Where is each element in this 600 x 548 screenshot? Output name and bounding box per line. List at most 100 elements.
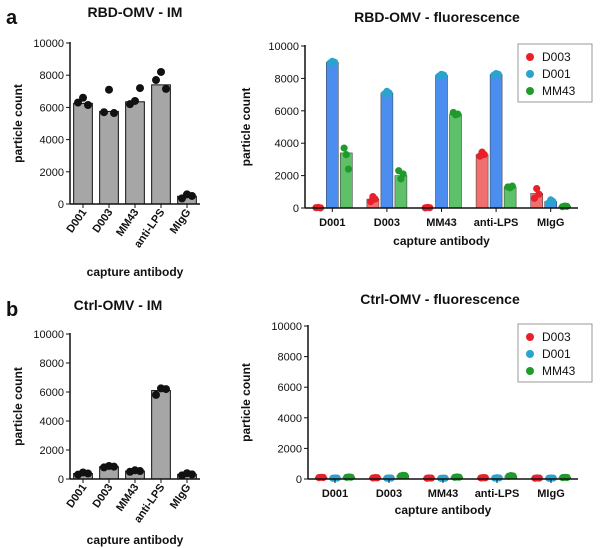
x-tick-label: D001 [65,207,90,235]
y-tick-label: 10000 [268,41,299,53]
point-mm43 [509,472,517,480]
y-tick-label: 6000 [275,106,299,118]
data-point [84,100,92,109]
y-tick-label: 0 [296,474,302,486]
chart-rbd-fluorescence: RBD-OMV - fluorescence 0 2000 4000 6000 8000 1… [239,9,593,248]
x-tick-label: D003 [374,217,400,229]
x-tick-label: MIgG [168,207,194,236]
point-mm43 [401,472,409,480]
point-mm43 [454,110,462,118]
y-tick-label: 4000 [40,135,64,147]
y-axis-label: particle count [11,84,25,163]
point-d003 [319,473,327,482]
y-tick-label: 8000 [278,352,302,364]
x-tick-label: MM43 [428,488,459,500]
legend-label-d003: D003 [542,50,571,64]
panel-letter-b: b [6,299,18,321]
y-tick-label: 4000 [278,413,302,425]
data-point [136,467,144,476]
y-tick-label: 4000 [275,138,299,150]
x-tick-label: MIgG [537,217,565,229]
point-d003 [371,195,379,203]
data-point [157,67,165,76]
point-mm43 [344,165,353,173]
y-tick-label: 6000 [40,102,64,114]
x-tick-label: anti-LPS [474,217,519,229]
data-point [162,84,170,93]
x-tick-label: D003 [91,482,116,510]
bar-d003 [99,110,119,205]
point-d001 [440,71,448,79]
chart-title: Ctrl-OMV - IM [74,297,163,313]
y-tick-label: 2000 [275,171,299,183]
panel-letter-a: a [6,7,18,29]
legend-marker-d001 [526,70,534,78]
data-point [162,385,170,394]
x-tick-label: D003 [91,207,116,235]
legend-marker-mm43 [526,367,534,375]
data-point [105,85,113,94]
chart-title: RBD-OMV - fluorescence [354,9,520,25]
data-point [110,462,118,471]
point-d003 [480,150,488,159]
y-tick-label: 2000 [278,443,302,455]
y-tick-label: 10000 [33,329,64,341]
y-axis-label: particle count [239,363,253,442]
legend-label-mm43: MM43 [542,84,576,98]
x-tick-label: D001 [322,488,348,500]
bar-anti-lps [151,84,171,205]
point-d003 [533,184,541,193]
point-mm43 [399,170,407,178]
y-tick-label: 4000 [40,416,64,428]
legend-marker-d003 [526,333,534,341]
legend-marker-d001 [526,350,534,358]
y-tick-label: 2000 [40,445,64,457]
chart-ctrl-im: Ctrl-OMV - IM 0 2000 4000 6000 8000 10000 parti… [11,297,200,547]
data-point [152,76,160,85]
x-axis-label: capture antibody [393,234,490,248]
point-d001 [549,197,557,206]
bar-d001 [73,102,93,205]
point-mm43 [563,202,571,210]
y-tick-label: 0 [58,474,64,486]
y-tick-label: 8000 [40,358,64,370]
point-d003 [427,474,435,482]
y-tick-label: 8000 [275,73,299,85]
point-mm43 [342,150,350,159]
x-tick-label: MM43 [426,217,457,229]
bar-anti-lps [151,390,171,480]
point-mm43 [508,182,516,190]
point-d003 [535,474,543,482]
y-tick-label: 0 [293,203,299,215]
data-point [152,390,160,399]
data-point [84,469,92,478]
data-point [188,470,196,479]
x-axis-label: capture antibody [87,533,184,547]
point-mm43 [563,473,571,482]
chart-title: RBD-OMV - IM [88,4,183,20]
y-tick-label: 10000 [271,321,302,333]
x-tick-label: anti-LPS [475,488,520,500]
bar-d001-d001 [326,61,339,209]
point-d003 [481,474,489,482]
y-tick-label: 6000 [278,382,302,394]
y-tick-label: 10000 [33,38,64,50]
x-tick-label: MIgG [168,482,194,511]
chart-rbd-im: RBD-OMV - IM 0 2000 4000 6000 8000 10000 partic… [11,4,200,279]
legend-marker-d003 [526,53,534,61]
x-tick-label: MM43 [114,207,141,239]
y-axis-label: particle count [11,367,25,446]
data-point [136,84,144,93]
y-tick-label: 0 [58,199,64,211]
point-d001 [330,58,339,66]
y-tick-label: 6000 [40,387,64,399]
bar-mm43-mm43 [449,113,462,209]
y-tick-label: 2000 [40,167,64,179]
point-d001 [385,89,393,97]
point-mm43 [340,144,348,152]
data-point [100,108,108,117]
legend-label-mm43: MM43 [542,364,576,378]
bar-d001-anti-lps [489,74,503,209]
chart-title: Ctrl-OMV - fluorescence [360,291,520,307]
